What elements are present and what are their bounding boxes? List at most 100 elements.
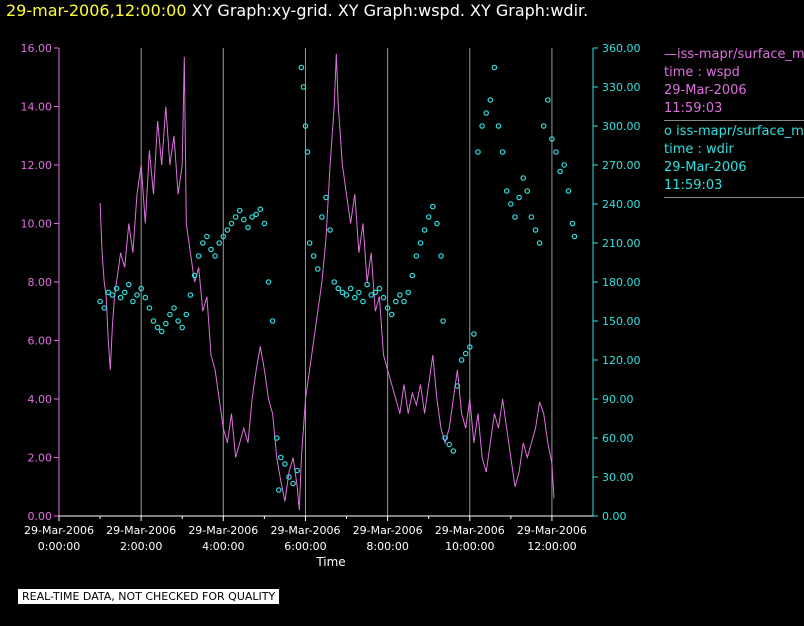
series-wdir-point <box>228 220 235 227</box>
gridlines <box>140 48 553 516</box>
series-wdir-point <box>142 294 149 301</box>
series-wdir-point <box>446 441 453 448</box>
y-right-tick-label: 210.00 <box>602 237 641 250</box>
series-wdir-point <box>269 318 276 324</box>
series-wdir-point <box>236 207 243 214</box>
series-wdir-point <box>360 298 366 305</box>
header-title: XY Graph:xy-grid. XY Graph:wspd. XY Grap… <box>191 1 589 20</box>
series-wdir-point <box>417 240 424 246</box>
x-axis-label: Time <box>315 555 345 569</box>
series-wdir-point <box>298 64 305 71</box>
series-wdir-point <box>167 311 173 318</box>
x-tick-time: 2:00:00 <box>120 540 162 553</box>
y-right-tick-label: 120.00 <box>602 354 641 367</box>
legend-wspd-line2: time : wspd <box>664 65 740 80</box>
series-wdir-point <box>388 311 395 318</box>
series-wdir-point <box>520 175 527 181</box>
series-wdir-point <box>569 220 576 227</box>
series-wdir-point <box>479 123 485 129</box>
legend-wspd-line1: —iss-mapr/surface_m <box>664 47 804 62</box>
series-wdir-point <box>204 233 210 240</box>
series-wdir-point <box>113 285 120 292</box>
y-left-tick-label: 10.00 <box>21 218 53 231</box>
series-wdir-point <box>109 292 116 298</box>
series-wdir-point <box>503 188 510 194</box>
series-wdir-point <box>458 357 465 363</box>
x-tick-date: 29-Mar-2006 <box>188 524 258 537</box>
series-wdir-point <box>257 206 264 213</box>
series-wdir-point <box>335 285 342 292</box>
series-wdir-point <box>302 123 309 129</box>
y-right-tick-label: 60.00 <box>602 432 634 445</box>
series-wdir-point <box>561 162 568 168</box>
series-wdir-point <box>171 305 177 311</box>
series-wdir-point <box>275 487 282 493</box>
legend-wdir-line2: time : wdir <box>664 142 734 157</box>
x-tick-date: 29-Mar-2006 <box>435 524 505 537</box>
series-wdir-point <box>277 454 284 461</box>
series-wdir-point <box>434 220 440 227</box>
series-wdir-point <box>314 266 321 272</box>
series-wdir-point <box>429 203 436 210</box>
series-wdir-point <box>347 285 354 292</box>
series-wdir-point <box>425 214 432 220</box>
series-wdir-point <box>421 227 428 233</box>
x-tick-time: 8:00:00 <box>366 540 408 553</box>
series-wdir-point <box>327 227 333 233</box>
series-wdir-point <box>150 318 157 324</box>
x-tick-date: 29-Mar-2006 <box>106 524 176 537</box>
series-wdir-point <box>282 461 288 467</box>
series-wdir-point <box>232 214 239 220</box>
series-wdir-point <box>126 281 132 288</box>
series-wdir-point <box>163 320 169 327</box>
series-wdir-point <box>440 318 446 324</box>
series-wdir-point <box>438 253 444 259</box>
series-wdir-point <box>130 298 136 305</box>
series-wdir-point <box>146 305 153 311</box>
y-left-tick-label: 0.00 <box>28 510 53 523</box>
y-right-tick-label: 90.00 <box>602 393 634 406</box>
series-wdir-point <box>304 149 311 155</box>
series-wdir-point <box>483 110 490 116</box>
legend-wdir: o iss-mapr/surface_m time : wdir 29-Mar-… <box>664 123 804 195</box>
x-tick-time: 0:00:00 <box>38 540 80 553</box>
series-wdir-point <box>200 240 206 246</box>
series-wdir-point <box>343 292 350 298</box>
series-wdir-point <box>540 123 547 129</box>
series-wdir-point <box>319 214 325 220</box>
series-wdir-point <box>300 84 307 90</box>
series-wdir-point <box>323 194 329 201</box>
series-wdir-point <box>101 305 108 311</box>
legend-wspd-line3: 29-Mar-2006 <box>664 83 747 98</box>
series-wdir-point <box>512 214 518 220</box>
legend-wdir-line4: 11:59:03 <box>664 178 723 193</box>
series-wdir-point <box>191 272 198 279</box>
legend-separator <box>664 120 804 121</box>
series-wdir-point <box>571 233 578 240</box>
series-wdir-point <box>544 97 551 103</box>
series-wdir-point <box>208 246 214 253</box>
x-tick-date: 29-Mar-2006 <box>353 524 423 537</box>
y-right-tick-label: 180.00 <box>602 276 641 289</box>
y-right-tick-label: 0.00 <box>602 510 627 523</box>
series-wdir-point <box>376 285 383 292</box>
y-left-tick-label: 8.00 <box>28 276 53 289</box>
y-left-tick-label: 12.00 <box>21 159 53 172</box>
header-datetime: 29-mar-2006,12:00:00 <box>6 1 187 20</box>
legend-wspd: —iss-mapr/surface_m time : wspd 29-Mar-2… <box>664 46 804 118</box>
x-tick-time: 4:00:00 <box>202 540 244 553</box>
series-wdir-point <box>553 149 559 155</box>
series-wdir-point <box>475 149 481 155</box>
y-left-tick-label: 6.00 <box>28 335 53 348</box>
series-wdir-point <box>175 318 181 324</box>
series-wdir-point <box>265 279 272 285</box>
legend-wdir-line1: o iss-mapr/surface_m <box>664 124 804 139</box>
series-wdir-point <box>121 289 128 296</box>
series-wdir-point <box>516 194 522 201</box>
y-right-tick-label: 150.00 <box>602 315 641 328</box>
series-wdir-point <box>487 97 494 103</box>
series-wdir-point <box>372 289 379 296</box>
series-wdir-point <box>499 149 506 155</box>
series-wdir-point <box>158 328 165 335</box>
